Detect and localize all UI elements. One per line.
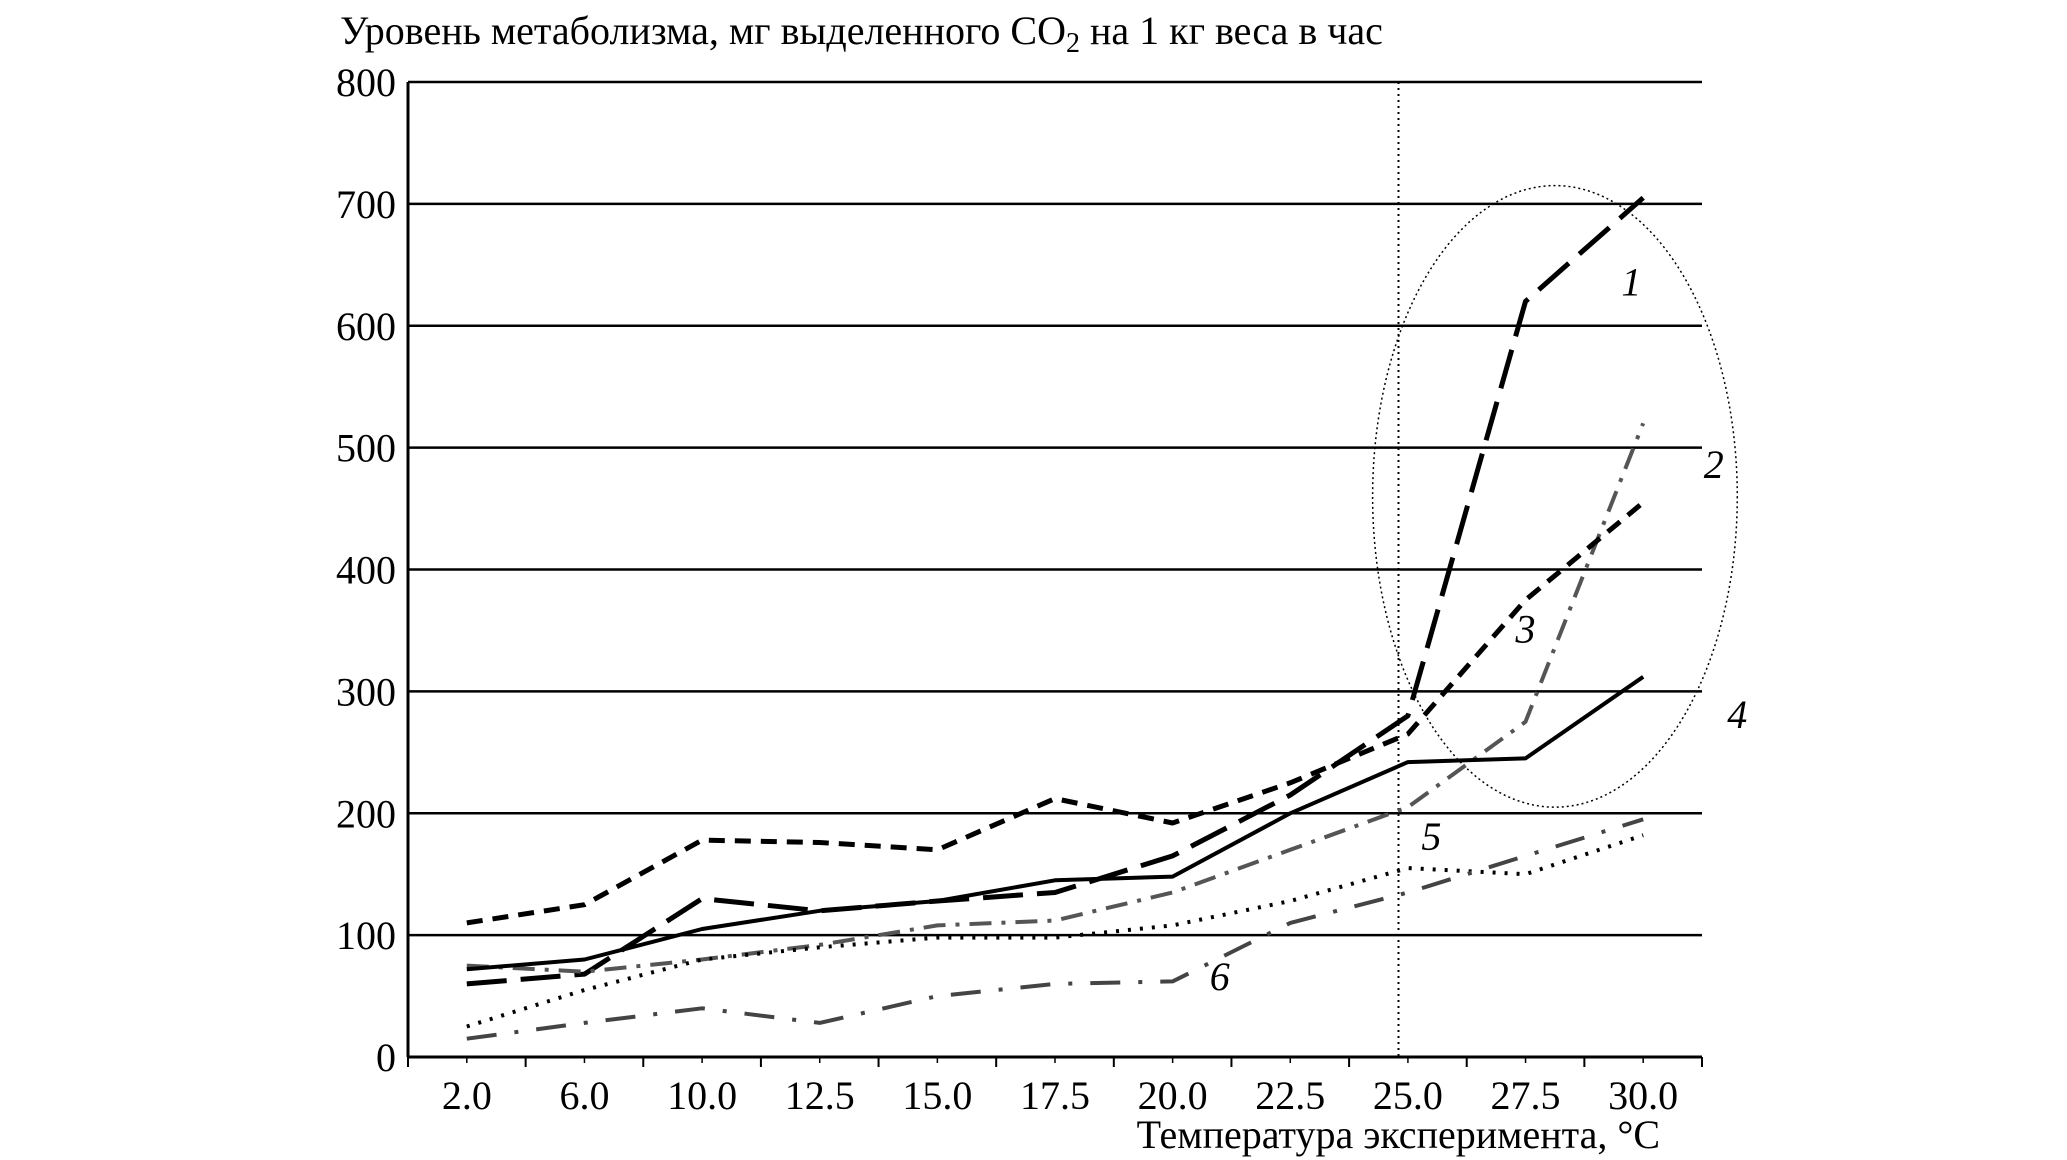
x-tick-label: 10.0 xyxy=(667,1073,737,1118)
series-5-line xyxy=(466,833,1644,1029)
y-tick-label: 700 xyxy=(336,182,396,227)
y-tick-label: 300 xyxy=(336,669,396,714)
x-tick-label: 6.0 xyxy=(559,1073,609,1118)
x-tick-label: 27.5 xyxy=(1491,1073,1561,1118)
series-6-label: 6 xyxy=(1210,954,1230,999)
x-tick-label: 30.0 xyxy=(1608,1073,1678,1118)
y-tick-label: 400 xyxy=(336,548,396,593)
y-tick-label: 600 xyxy=(336,304,396,349)
x-tick-label: 22.5 xyxy=(1255,1073,1325,1118)
series-3-label: 3 xyxy=(1515,607,1536,652)
series-2-line xyxy=(466,422,1646,974)
y-tick-label: 0 xyxy=(376,1035,396,1080)
series-1-label: 1 xyxy=(1621,259,1641,304)
y-axis-title: Уровень метаболизма, мг выделенного СО2 … xyxy=(340,8,1383,59)
y-tick-label: 200 xyxy=(336,791,396,836)
label-layer: 0 100 200 300 400 500 600 700 800 2.0 6.0 10.0 12.5 1… xyxy=(336,60,1747,1118)
series-2-label: 2 xyxy=(1704,442,1724,487)
grid-layer xyxy=(408,80,1702,937)
y-tick-label: 500 xyxy=(336,426,396,471)
x-tick-label: 15.0 xyxy=(902,1073,972,1118)
x-axis-title: Температура эксперимента, °С xyxy=(1137,1112,1660,1157)
series-4-label: 4 xyxy=(1727,692,1747,737)
x-tick-label: 12.5 xyxy=(785,1073,855,1118)
series-layer xyxy=(466,195,1646,1041)
x-tick-label: 20.0 xyxy=(1138,1073,1208,1118)
x-tick-label: 2.0 xyxy=(442,1073,492,1118)
highlight-ellipse xyxy=(1371,184,1739,808)
series-3-line xyxy=(466,500,1645,926)
x-tick-label: 17.5 xyxy=(1020,1073,1090,1118)
series-5-label: 5 xyxy=(1421,814,1441,859)
series-4-line xyxy=(466,675,1645,972)
x-tick-label: 25.0 xyxy=(1373,1073,1443,1118)
series-1-line xyxy=(466,195,1645,987)
y-tick-label: 100 xyxy=(336,913,396,958)
axis-layer xyxy=(406,82,1739,1067)
series-6-line xyxy=(466,817,1644,1041)
y-tick-label: 800 xyxy=(336,60,396,105)
